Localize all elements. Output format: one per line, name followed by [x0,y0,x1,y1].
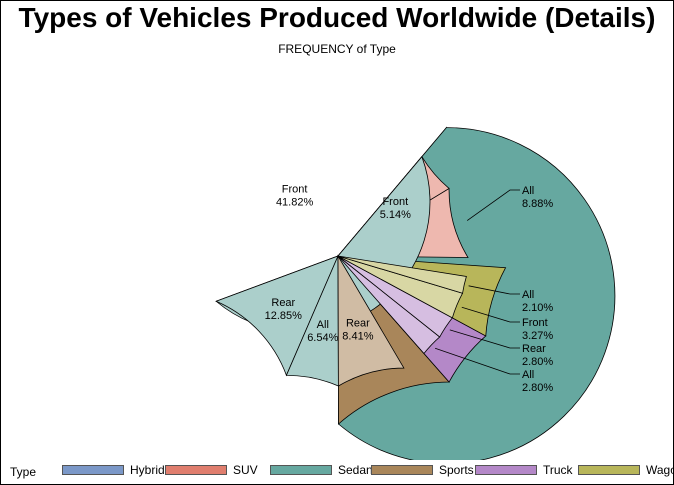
slice-label: Front [382,196,408,208]
chart-title: Types of Vehicles Produced Worldwide (De… [18,2,656,33]
slice-value: 12.85% [265,310,303,322]
pie-chart: Front5.14%Front41.82%Rear12.85%All6.54%R… [215,126,616,460]
legend-label: Sports [439,463,474,477]
inner-ring [215,155,469,387]
slice-label: Front [282,183,308,195]
callout-value: 2.80% [522,356,553,368]
slice-label: Rear [346,318,370,330]
legend-label: Sedan [338,463,373,477]
chart-subtitle: FREQUENCY of Type [278,42,396,56]
inner-slice-wagon-all [337,255,467,294]
legend-swatch [62,465,124,475]
slice-value: 5.14% [380,209,411,221]
legend-swatch [578,465,640,475]
legend-label: Wagon [646,463,674,477]
callout-line [449,329,520,349]
slice-label: All [317,319,329,331]
legend-swatch [475,465,537,475]
callout-value: 3.27% [522,330,553,342]
callout-label: Front [522,317,548,329]
legend-item-suv: SUV [165,463,258,477]
legend-title: Type [10,465,37,479]
legend-item-hybrid: Hybrid [62,463,165,477]
legend-swatch [270,465,332,475]
legend-swatch [371,465,433,475]
slice-value: 41.82% [276,196,314,208]
callout-line [466,189,520,221]
legend-swatch [165,465,227,475]
callout-line [468,285,520,295]
slice-labels: Front5.14%Front41.82%Rear12.85%All6.54%R… [265,183,554,394]
legend-item-truck: Truck [475,463,573,477]
callout-line [461,306,520,323]
inner-slice-sedan-rear [215,255,339,377]
slice-value: 6.54% [307,332,338,344]
callout-label: All [522,369,534,381]
inner-slice-sports-rear [337,254,405,387]
legend-label: Hybrid [130,463,165,477]
legend-item-sedan: Sedan [270,463,373,477]
legend-label: SUV [233,463,258,477]
callout-line [434,347,520,375]
legend-item-sports: Sports [371,463,474,477]
callout-value: 8.88% [522,198,553,210]
callout-value: 2.80% [522,382,553,394]
callout-value: 2.10% [522,302,553,314]
callout-label: All [522,289,534,301]
legend-item-wagon: Wagon [578,463,674,477]
legend-label: Truck [543,463,573,477]
callout-label: All [522,185,534,197]
slice-value: 8.41% [342,331,373,343]
slice-label: Rear [271,297,295,309]
callout-label: Rear [522,343,546,355]
